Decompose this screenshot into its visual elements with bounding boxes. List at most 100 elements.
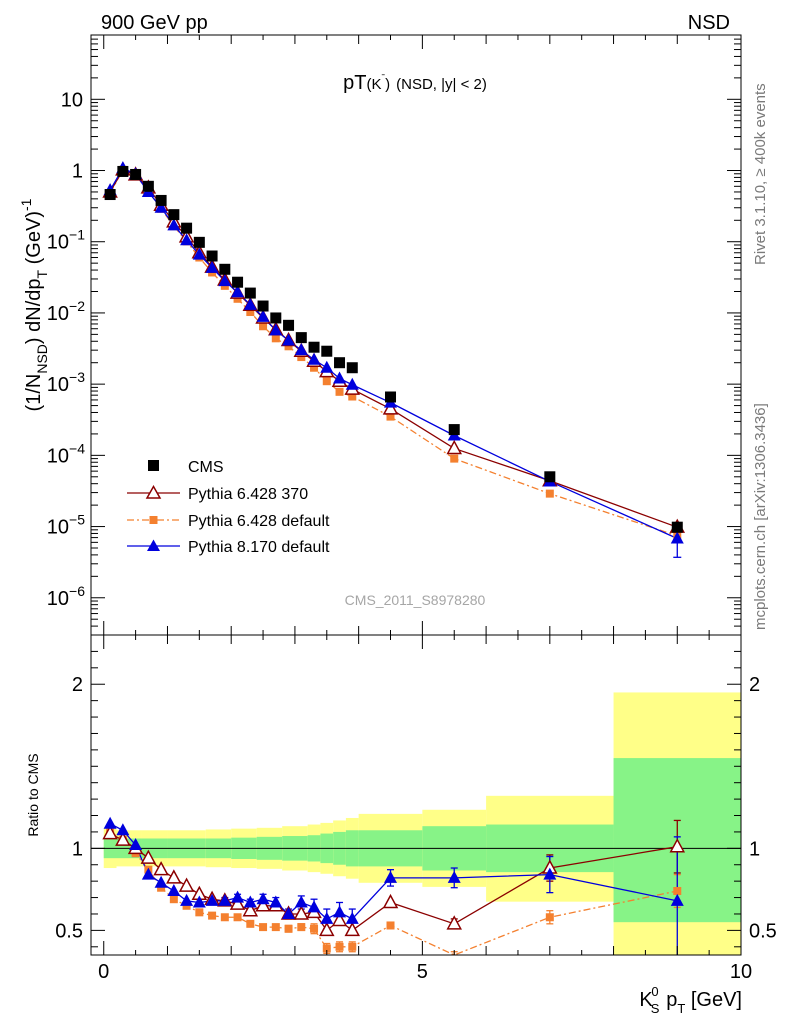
- ratio-pythia6-370-point: [178, 877, 195, 892]
- cms-data-point: [448, 424, 460, 436]
- legend-label-cms: CMS: [188, 459, 224, 476]
- ratio-pythia6-default-point: [208, 911, 217, 920]
- cms-data-point: [334, 357, 346, 369]
- cms-data-point: [142, 180, 154, 192]
- legend: CMS Pythia 6.428 370 Pythia 6.428 defaul…: [127, 459, 330, 556]
- ratio-pythia8-default-point: [294, 895, 308, 908]
- ratio-frame: [90, 634, 742, 956]
- pythia6-default-point: [322, 377, 331, 386]
- main-title: pT(Kˉ) (NSD, |y| < 2): [343, 72, 487, 94]
- pythia6-370-point: [382, 400, 399, 415]
- ratio-pythia8-default-point: [167, 884, 181, 896]
- ratio-pythia8-default-point: [307, 900, 321, 913]
- main-y-tick-label: 1: [72, 161, 83, 183]
- pythia8-default-point: [231, 285, 245, 298]
- ratio-pythia6-370-point: [446, 915, 462, 930]
- pythia8-default-point: [243, 297, 257, 310]
- event-type-label: NSD: [688, 12, 730, 34]
- pythia8-default-point: [282, 333, 296, 346]
- pythia6-default-point: [259, 322, 268, 331]
- cms-data-point: [155, 194, 167, 206]
- pythia8-default-point: [670, 531, 684, 544]
- pythia8-default-line: [109, 167, 678, 540]
- ratio-pythia6-370-point: [115, 831, 131, 846]
- pythia6-default-point: [310, 363, 319, 372]
- pythia8-default-point: [192, 247, 206, 260]
- ratio-pythia6-default-point: [220, 913, 229, 922]
- ratio-pythia6-default-point: [545, 913, 554, 922]
- ratio-pythia8-default-point: [345, 911, 359, 924]
- ratio-pythia6-default-point: [233, 913, 242, 922]
- ratio-pythia6-370-point: [140, 849, 157, 864]
- ratio-pythia8-default-point: [192, 895, 206, 908]
- cms-data-point: [321, 345, 333, 357]
- main-y-tick-label: 10: [61, 89, 83, 111]
- pythia8-default-point: [205, 260, 219, 273]
- pythia8-default-point: [154, 200, 168, 213]
- ratio-pythia8-default-point: [333, 905, 347, 918]
- pythia8-default-point: [180, 233, 194, 246]
- ratio-pythia6-370-point: [331, 911, 348, 927]
- main-y-tick-label: 10−4: [47, 440, 85, 467]
- pythia6-default-point: [335, 387, 344, 396]
- ratio-pythia8-default-point: [670, 893, 684, 906]
- cms-data-point: [130, 168, 142, 180]
- ratio-pythia6-default-line: [109, 831, 678, 956]
- ratio-pythia8-default-point: [282, 906, 296, 919]
- legend-label-pythia8-default: Pythia 8.170 default: [188, 539, 330, 556]
- pythia8-default-point: [333, 371, 347, 384]
- ratio-pythia6-default-point: [335, 942, 344, 951]
- ratio-pythia8-default-point: [180, 893, 194, 906]
- ratio-pythia6-default-point: [310, 924, 319, 933]
- ratio-x-tick-label: 10: [730, 961, 752, 983]
- legend-entry-cms: CMS: [148, 459, 224, 476]
- ratio-pythia8-default-point: [231, 890, 245, 903]
- pythia6-default-point: [386, 412, 395, 421]
- main-y-tick-label: 10−1: [47, 227, 85, 254]
- ratio-y-axis-label: Ratio to CMS: [25, 753, 41, 836]
- legend-label-pythia6-default: Pythia 6.428 default: [188, 513, 330, 530]
- pythia8-default-point: [218, 274, 232, 287]
- ratio-pythia6-default-point: [246, 919, 255, 928]
- analysis-watermark: CMS_2011_S8978280: [345, 592, 486, 608]
- ratio-pythia6-370-point: [255, 897, 271, 912]
- ratio-y-tick-label-left: 1: [72, 838, 83, 860]
- ratio-pythia8-default-point: [384, 870, 398, 883]
- cms-data-point: [346, 362, 358, 374]
- main-y-tick-label: 10−3: [47, 369, 85, 396]
- pythia8-default-point: [307, 352, 321, 365]
- ratio-pythia6-370-point: [166, 869, 182, 884]
- pythia8-default-point: [269, 323, 283, 336]
- ratio-pythia6-370-point: [344, 921, 361, 937]
- ratio-pythia8-default-point: [243, 895, 257, 908]
- ratio-pythia6-370-point: [102, 824, 118, 840]
- ratio-pythia6-370-point: [229, 895, 246, 910]
- cms-data-point: [270, 312, 282, 324]
- legend-marker-cms: [148, 460, 159, 471]
- cms-data-point: [168, 209, 180, 221]
- ratio-pythia8-default-point: [129, 838, 143, 851]
- cms-data-point: [206, 250, 218, 262]
- main-panel: 10 1 10−1 10−2 10−3 10−4 10−5 10−6 pT(Kˉ) (NSD, …: [18, 34, 742, 636]
- ratio-y-tick-label-right: 2: [749, 674, 760, 696]
- ratio-x-tick-label: 5: [417, 961, 428, 983]
- ratio-pythia6-default-point: [348, 942, 357, 951]
- ratio-pythia6-default-point: [195, 908, 204, 917]
- ratio-pythia8-default-point: [116, 823, 130, 836]
- pythia6-default-point: [271, 334, 280, 343]
- ratio-pythia8-default-point: [103, 816, 117, 829]
- main-axis-ticks: 10 1 10−1 10−2 10−3 10−4 10−5 10−6: [47, 34, 742, 636]
- cms-data-point: [232, 276, 244, 288]
- ratio-x-axis-label: KS0 pT [GeV]: [639, 984, 742, 1016]
- ratio-pythia6-370-point: [669, 838, 686, 853]
- ratio-pythia8-default-point: [269, 895, 283, 908]
- ratio-pythia8-default-point: [256, 892, 270, 905]
- main-y-tick-label: 10−6: [47, 583, 85, 610]
- legend-entry-pythia6-default: Pythia 6.428 default: [127, 513, 330, 530]
- ratio-pythia8-default-point: [543, 867, 557, 880]
- pythia6-default-point: [284, 342, 293, 351]
- ratio-pythia6-default-point: [322, 944, 331, 953]
- cms-data-point: [257, 300, 269, 312]
- main-y-axis-label: (1/NNSD) dN/dpT (GeV)-1: [18, 198, 50, 411]
